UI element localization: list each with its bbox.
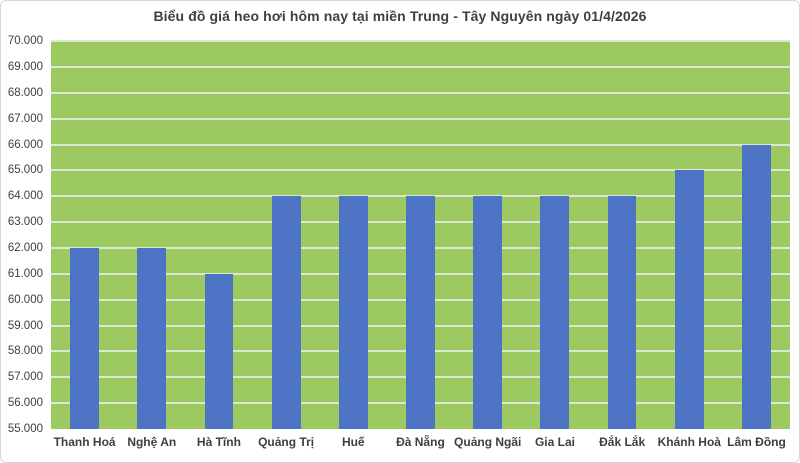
x-tick-label: Quảng Trị [258,435,315,449]
x-tick-label: Đà Nẵng [396,435,445,449]
bar [70,247,99,429]
y-tick-label: 59.000 [7,319,43,332]
x-tick-label: Đắk Lắk [599,435,646,449]
y-tick-label: 61.000 [7,267,43,280]
bar [607,196,637,429]
x-tick-label: Huế [341,435,365,449]
y-tick-label: 69.000 [7,60,43,73]
x-tick-label: Hà Tĩnh [196,435,241,449]
y-tick-label: 56.000 [7,397,43,410]
bar [674,170,704,429]
gridline [51,117,790,120]
y-tick-label: 55.000 [7,423,43,435]
bar [540,196,570,429]
y-tick-label: 58.000 [7,345,43,358]
y-tick-label: 60.000 [7,293,43,306]
bar [204,273,234,429]
y-tick-label: 67.000 [7,112,43,125]
bar [338,196,368,429]
x-tick-label: Lâm Đồng [727,435,786,449]
y-tick-label: 57.000 [7,371,43,384]
y-tick-label: 66.000 [7,138,43,151]
chart-title: Biểu đồ giá heo hơi hôm nay tại miền Tru… [153,8,647,24]
bar [271,196,301,429]
x-tick-label: Thanh Hoá [53,435,116,449]
gridline [51,169,790,172]
y-tick-label: 68.000 [7,86,43,99]
bar [742,144,771,429]
y-axis-labels: 55.000 56.000 57.000 58.000 59.000 60.000 61.0… [1,35,45,435]
x-axis-labels: Thanh Hoá Nghệ An Hà Tĩnh Quảng Trị Huế Đà Nẵ… [51,435,790,449]
gridline [51,91,790,94]
y-tick-label: 65.000 [7,164,43,177]
y-tick-label: 63.000 [7,216,43,229]
bar [473,196,503,429]
gridline [51,65,790,68]
x-tick-label: Quảng Ngãi [454,435,522,449]
y-tick-label: 70.000 [7,35,43,47]
bar [137,247,167,429]
gridline [51,143,790,146]
x-tick-label: Nghệ An [127,435,177,449]
bar [406,196,435,429]
y-tick-label: 64.000 [7,190,43,203]
plot-area [51,40,790,429]
gridline [51,195,790,198]
y-tick-label: 62.000 [7,241,43,254]
gridline [51,40,790,42]
x-tick-label: Khánh Hoà [657,435,721,449]
x-tick-label: Gia Lai [534,435,575,449]
